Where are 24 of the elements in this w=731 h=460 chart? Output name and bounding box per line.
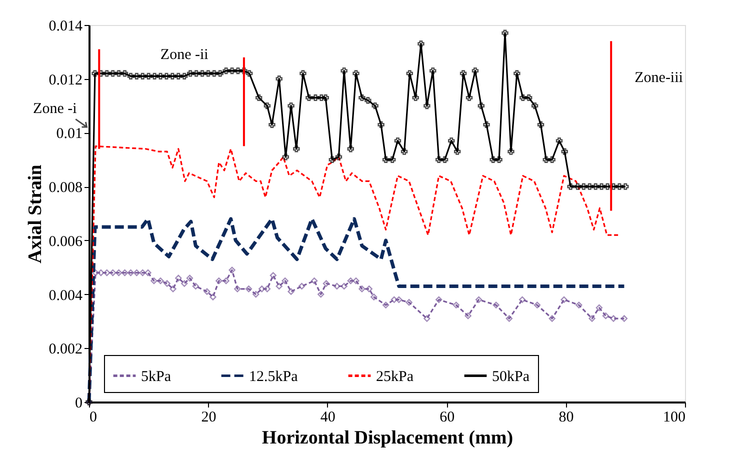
x-tick-label: 40 bbox=[320, 410, 336, 426]
x-tick-label: 0 bbox=[90, 410, 97, 426]
y-axis-title: Axial Strain bbox=[24, 164, 46, 264]
y-tick-label: 0.006 bbox=[48, 234, 83, 250]
legend-label: 25kPa bbox=[376, 368, 414, 385]
y-tick-label: 0.008 bbox=[48, 180, 82, 196]
x-tick-label: 100 bbox=[663, 410, 686, 426]
x-tick-label: 80 bbox=[558, 410, 574, 426]
legend-label: 50kPa bbox=[492, 368, 530, 385]
annotation: Zone -i bbox=[33, 101, 77, 118]
legend-label: 12.5kPa bbox=[249, 368, 298, 385]
annotation: Zone-iii bbox=[634, 70, 683, 86]
x-tick-label: 20 bbox=[201, 410, 216, 426]
legend-label: 5kPa bbox=[141, 368, 172, 385]
y-tick-label: 0.002 bbox=[48, 342, 82, 358]
y-tick-label: 0.01 bbox=[56, 126, 82, 142]
y-tick-label: 0.004 bbox=[48, 288, 83, 304]
y-tick-label: 0.014 bbox=[48, 18, 83, 34]
y-tick-label: 0.012 bbox=[48, 72, 82, 88]
y-tick-label: 0 bbox=[75, 396, 82, 412]
line-series bbox=[87, 217, 626, 404]
x-tick-label: 60 bbox=[440, 410, 455, 426]
x-axis-title: Horizontal Displacement (mm) bbox=[262, 428, 514, 448]
annotation: Zone -ii bbox=[160, 47, 208, 64]
